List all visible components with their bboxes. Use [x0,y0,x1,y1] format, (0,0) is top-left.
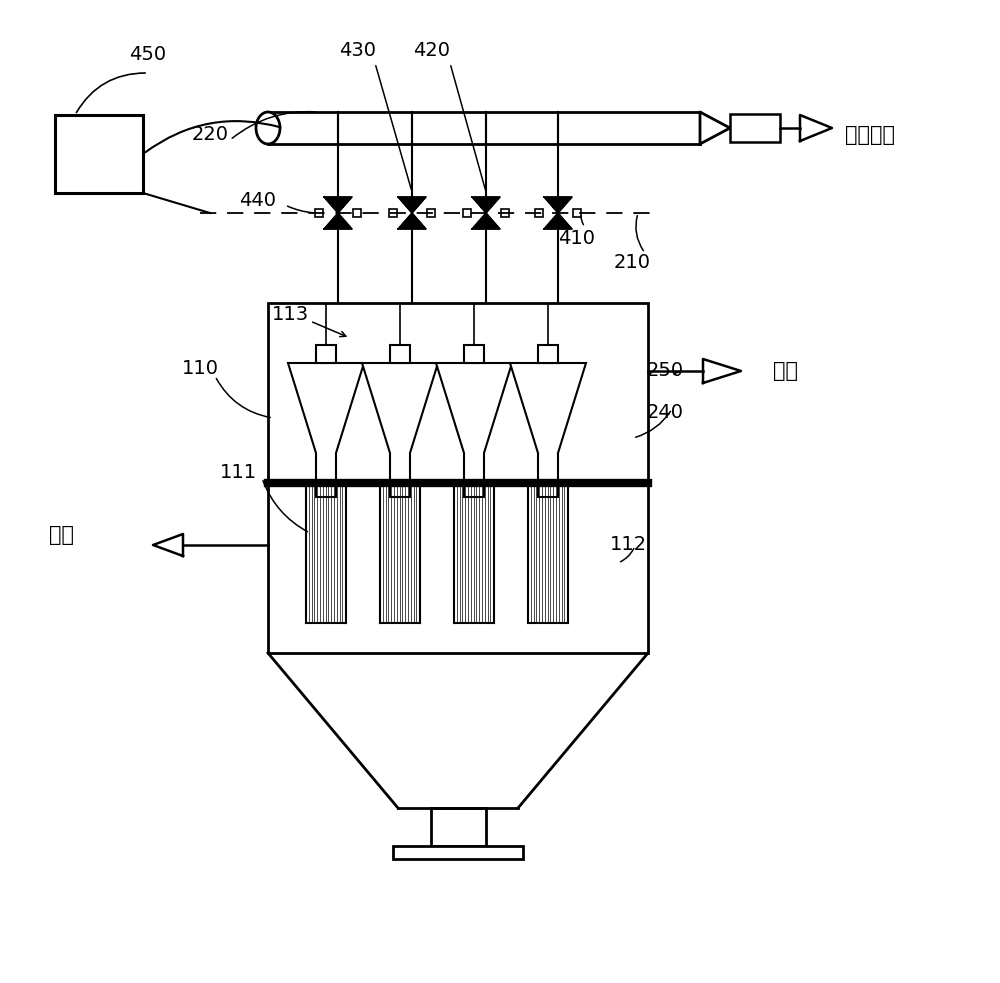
Text: 110: 110 [182,359,218,377]
Text: 240: 240 [646,403,684,423]
Bar [268,112,700,144]
Text: 440: 440 [240,192,276,210]
Bar [464,345,484,363]
Polygon shape [324,197,352,213]
Bar [316,345,336,363]
Bar [390,345,410,363]
Polygon shape [700,112,730,144]
Polygon shape [510,363,586,481]
Bar [55,115,143,193]
Bar [464,485,484,497]
Bar [730,114,780,142]
Polygon shape [288,363,364,481]
Polygon shape [544,213,572,229]
Bar [535,209,543,217]
Polygon shape [153,534,183,556]
Text: 410: 410 [558,228,596,248]
Polygon shape [324,213,352,229]
Bar [538,485,558,497]
Bar [463,209,471,217]
Text: 450: 450 [129,45,167,65]
Bar [390,485,410,497]
Text: 250: 250 [646,361,684,379]
Text: 原气: 原气 [50,525,74,545]
Bar [430,808,486,846]
Text: 220: 220 [192,126,228,145]
Polygon shape [472,197,500,213]
Bar [393,846,523,859]
Text: 112: 112 [609,536,647,554]
Polygon shape [398,213,426,229]
Text: 420: 420 [414,41,450,61]
Bar [427,209,435,217]
Text: 430: 430 [340,41,376,61]
Bar [538,345,558,363]
Ellipse shape [256,112,280,144]
Text: 113: 113 [271,306,309,324]
Text: 净气: 净气 [772,361,798,381]
Polygon shape [362,363,438,481]
Text: 反吹气体: 反吹气体 [845,125,895,145]
Bar [353,209,361,217]
Bar [389,209,397,217]
Polygon shape [800,115,832,141]
Bar [268,303,648,653]
Bar [501,209,509,217]
Bar [316,485,336,497]
Bar [315,209,323,217]
Text: 111: 111 [219,464,257,483]
Text: 210: 210 [614,254,650,272]
Polygon shape [472,213,500,229]
Polygon shape [436,363,512,481]
Bar [573,209,581,217]
Polygon shape [703,359,741,383]
Polygon shape [544,197,572,213]
Polygon shape [398,197,426,213]
